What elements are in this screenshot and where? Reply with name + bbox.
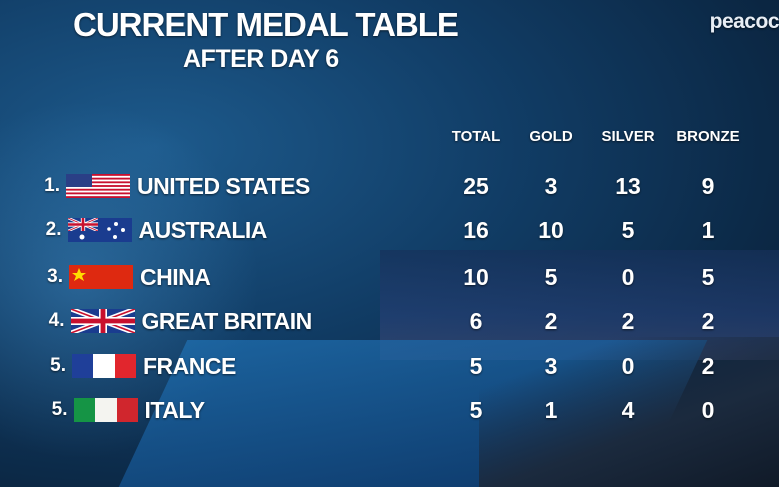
rank: 5. — [51, 399, 68, 420]
medal-count: 0 — [621, 353, 635, 379]
medal-count: 5 — [621, 217, 635, 243]
medal-count: 2 — [544, 308, 558, 334]
medal-count: 5 — [469, 353, 483, 379]
medal-count: 2 — [701, 308, 715, 334]
medal-count: 5 — [469, 397, 483, 423]
country-name: GREAT BRITAIN — [141, 308, 313, 334]
medal-count: 3 — [544, 173, 558, 199]
flag — [66, 174, 130, 198]
medal-count: 4 — [621, 397, 635, 423]
rank: 4. — [48, 310, 65, 331]
subtitle: AFTER DAY 6 — [183, 45, 339, 73]
flag — [73, 398, 138, 422]
country-name: CHINA — [140, 264, 211, 290]
medal-count: 9 — [701, 173, 715, 199]
medal-count: 1 — [701, 217, 715, 243]
medal-count: 2 — [621, 308, 635, 334]
medal-count: 10 — [538, 217, 564, 243]
rank: 2. — [45, 219, 62, 240]
medal-count: 1 — [544, 397, 558, 423]
column-header: BRONZE — [676, 128, 740, 145]
column-header: SILVER — [601, 128, 655, 145]
medal-count: 3 — [544, 353, 558, 379]
medal-count: 16 — [463, 217, 489, 243]
medal-count: 13 — [615, 173, 641, 199]
medal-count: 2 — [701, 353, 715, 379]
rank: 3. — [47, 266, 63, 287]
flag — [69, 265, 133, 289]
background-crowd — [479, 337, 779, 487]
medal-count: 5 — [544, 264, 558, 290]
country-name: ITALY — [144, 397, 206, 423]
country-name: AUSTRALIA — [138, 217, 268, 243]
medal-count: 0 — [701, 397, 715, 423]
rank: 1. — [44, 175, 60, 196]
flag — [67, 218, 132, 242]
rank: 5. — [50, 355, 66, 376]
country-name: FRANCE — [143, 353, 236, 379]
logo: peacoc — [709, 10, 779, 33]
title: CURRENT MEDAL TABLE — [73, 6, 459, 43]
medal-count: 10 — [463, 264, 489, 290]
country-name: UNITED STATES — [137, 173, 310, 199]
flag — [72, 354, 136, 378]
column-header: TOTAL — [451, 128, 501, 145]
medal-count: 5 — [701, 264, 715, 290]
column-header: GOLD — [529, 128, 573, 145]
medal-count: 25 — [463, 173, 489, 199]
flag — [70, 309, 135, 333]
medal-count: 0 — [621, 264, 635, 290]
medal-count: 6 — [469, 308, 483, 334]
